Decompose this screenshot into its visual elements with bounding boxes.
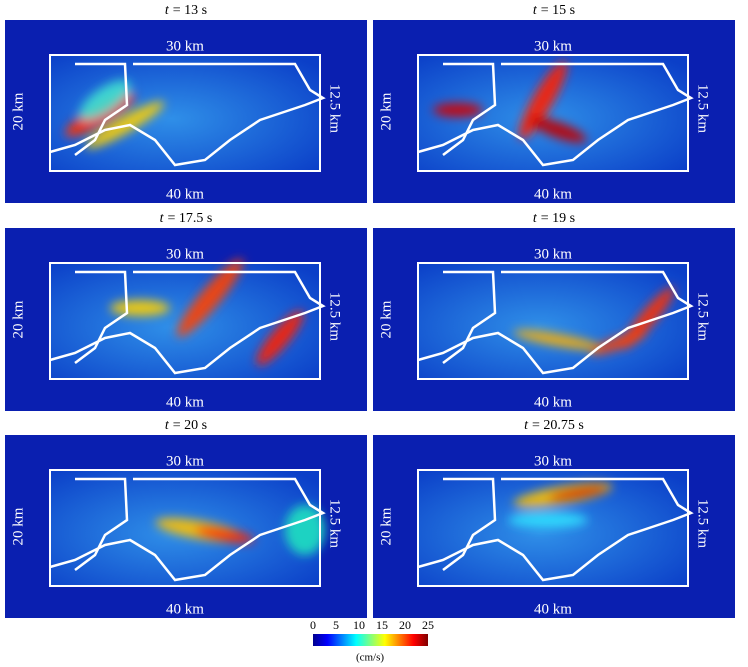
panel: t = 19 s 30 km 40 km 20 km 12.5 km <box>373 211 735 411</box>
title-rest: = 19 s <box>541 211 575 226</box>
hot-spot <box>513 330 603 350</box>
domain-box <box>49 54 321 172</box>
hot-spots <box>433 60 587 143</box>
bottom-label: 40 km <box>534 601 572 617</box>
title-rest: = 20.75 s <box>532 418 584 433</box>
domain-box <box>417 54 689 172</box>
title-variable: t <box>160 211 165 226</box>
wavefield <box>50 470 325 586</box>
domain-box <box>49 469 321 587</box>
hot-spot <box>176 259 244 337</box>
left-label: 20 km <box>10 300 26 338</box>
hot-spot <box>508 512 588 528</box>
right-label: 12.5 km <box>695 84 711 134</box>
basin-outline <box>49 477 326 582</box>
title-rest: = 17.5 s <box>168 211 213 226</box>
basin-outline <box>417 62 694 167</box>
panel-title: t = 13 s <box>165 3 207 18</box>
hot-spot <box>589 331 647 355</box>
colorbar-tick-label: 20 <box>399 618 411 632</box>
hot-spots <box>155 505 325 555</box>
hot-spot <box>548 485 608 501</box>
right-label: 12.5 km <box>327 292 343 342</box>
hot-spot <box>285 505 325 555</box>
hot-spot <box>529 117 587 143</box>
panel-title: t = 20.75 s <box>524 418 584 433</box>
title-rest: = 13 s <box>173 3 207 18</box>
left-label: 20 km <box>378 507 394 545</box>
title-rest: = 20 s <box>173 418 207 433</box>
colorbar-tick-label: 25 <box>422 618 434 632</box>
top-label: 30 km <box>534 453 572 469</box>
colorbar-tick-label: 10 <box>353 618 365 632</box>
panel-title: t = 15 s <box>533 3 575 18</box>
panel-title: t = 20 s <box>165 418 207 433</box>
wavefield <box>418 470 688 586</box>
basin-outline <box>49 270 326 375</box>
title-variable: t <box>165 418 170 433</box>
hot-spots <box>110 259 304 366</box>
left-label: 20 km <box>378 300 394 338</box>
title-variable: t <box>533 3 538 18</box>
hot-spot <box>79 80 131 120</box>
hot-spot <box>110 300 170 316</box>
domain-box <box>417 262 689 380</box>
top-label: 30 km <box>534 38 572 54</box>
bottom-label: 40 km <box>534 186 572 202</box>
wavefield <box>418 263 688 379</box>
colorbar-unit: (cm/s) <box>356 652 384 664</box>
basin-outline <box>49 62 326 167</box>
colorbar-tick-label: 0 <box>310 618 316 632</box>
hot-spot <box>195 527 255 543</box>
panel-title: t = 19 s <box>533 211 575 226</box>
bottom-label: 40 km <box>166 394 204 410</box>
left-label: 20 km <box>378 92 394 130</box>
panel: t = 17.5 s 30 km 40 km 20 km 12.5 km <box>5 211 367 411</box>
bottom-label: 40 km <box>166 186 204 202</box>
top-label: 30 km <box>166 246 204 262</box>
hot-spots <box>513 286 675 355</box>
title-variable: t <box>533 211 538 226</box>
top-label: 30 km <box>166 38 204 54</box>
title-rest: = 15 s <box>541 3 575 18</box>
panel: t = 20.75 s 30 km 40 km 20 km 12.5 km <box>373 418 735 618</box>
colorbar <box>313 634 428 646</box>
hot-spot <box>433 103 483 117</box>
basin-outline <box>417 477 694 582</box>
left-label: 20 km <box>10 92 26 130</box>
right-label: 12.5 km <box>695 292 711 342</box>
panel: t = 13 s 30 km 40 km 20 km 12.5 km <box>5 3 367 203</box>
right-label: 12.5 km <box>327 84 343 134</box>
bottom-label: 40 km <box>166 601 204 617</box>
hot-spots <box>508 482 613 528</box>
panel: t = 20 s 30 km 40 km 20 km 12.5 km <box>5 418 367 618</box>
right-label: 12.5 km <box>327 499 343 549</box>
domain-box <box>417 469 689 587</box>
colorbar-tick-label: 15 <box>376 618 388 632</box>
basin-outline <box>417 270 694 375</box>
colorbar-tick-label: 5 <box>333 618 339 632</box>
bottom-label: 40 km <box>534 394 572 410</box>
top-label: 30 km <box>166 453 204 469</box>
panel: t = 15 s 30 km 40 km 20 km 12.5 km <box>373 3 735 203</box>
hot-spot <box>256 310 304 366</box>
right-label: 12.5 km <box>695 499 711 549</box>
left-label: 20 km <box>10 507 26 545</box>
title-variable: t <box>524 418 529 433</box>
panel-title: t = 17.5 s <box>160 211 213 226</box>
wavefield <box>50 259 320 379</box>
wavefield <box>418 55 688 171</box>
domain-box <box>49 262 321 380</box>
wavefield <box>50 55 320 171</box>
top-label: 30 km <box>534 246 572 262</box>
title-variable: t <box>165 3 170 18</box>
